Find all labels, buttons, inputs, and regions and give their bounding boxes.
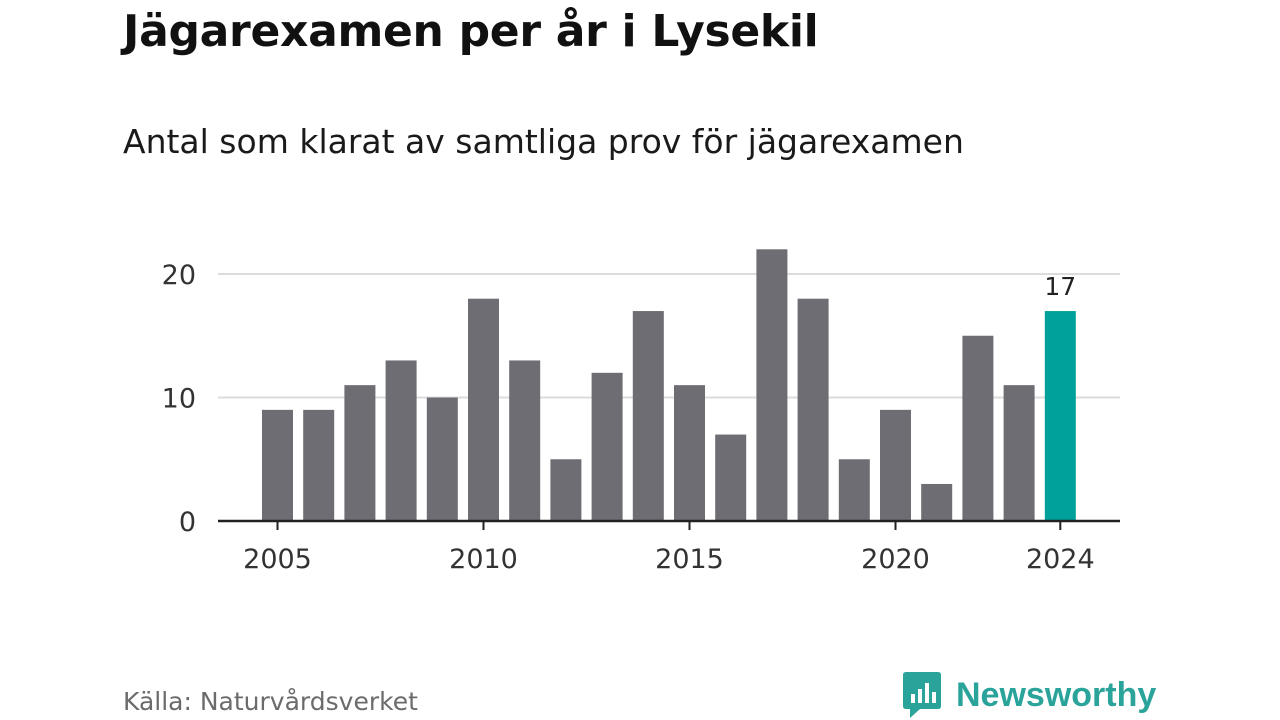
bar-2005 [262,409,293,521]
bar-2018 [797,298,829,521]
bar-2015 [674,385,705,521]
bar-2021 [921,483,953,521]
bar-2012 [550,459,582,521]
data-label-2024: 17 [1044,272,1076,301]
bar-2013 [591,372,623,521]
x-tick-label-2015: 2015 [655,544,724,575]
chart-title: Jägarexamen per år i Lysekil [123,6,819,57]
newsworthy-logo-icon [903,672,941,718]
source-note: Källa: Naturvårdsverket [123,687,418,716]
chart-subtitle: Antal som klarat av samtliga prov för jä… [123,122,964,161]
x-tick-label-2005: 2005 [243,544,312,575]
bar-2022 [962,335,994,521]
bar-chart: 0 10 20 17 2005 2010 2015 2020 2024 [162,249,1120,575]
bar-2006 [303,409,335,521]
bar-2024 [1044,311,1076,521]
x-tick-label-2024: 2024 [1026,544,1095,575]
y-tick-label-0: 0 [179,507,196,538]
bar-2007 [344,385,376,521]
bar-2019 [838,459,870,521]
y-tick-label-20: 20 [162,260,196,291]
bar-2009 [426,397,458,521]
x-tick-label-2020: 2020 [861,544,930,575]
x-tick-label-2010: 2010 [449,544,518,575]
bar-2017 [756,249,788,522]
y-tick-label-10: 10 [162,384,196,415]
bar-2011 [509,360,541,521]
bar-2023 [1003,385,1035,521]
brand-logo: Newsworthy [902,670,1156,720]
bar-2016 [715,434,747,521]
bar-2020 [880,409,911,521]
bar-2010 [468,298,499,521]
brand-name: Newsworthy [956,675,1157,714]
bar-2014 [632,311,664,521]
bar-2008 [385,360,417,521]
